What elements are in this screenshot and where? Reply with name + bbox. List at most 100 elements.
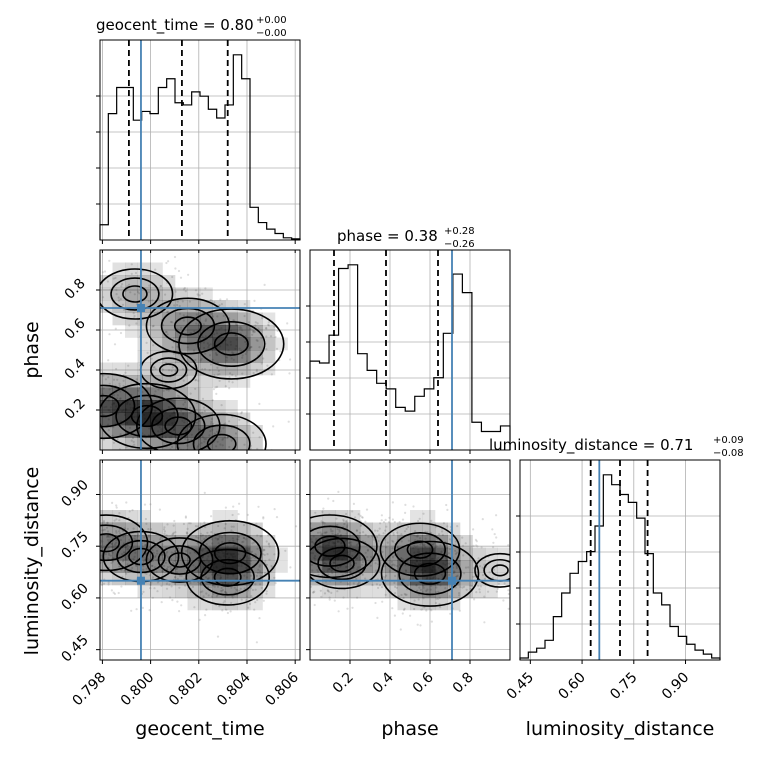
sample-point — [142, 568, 145, 571]
sample-point — [120, 285, 123, 288]
sample-point — [260, 586, 263, 590]
sample-point — [197, 536, 200, 540]
sample-point — [312, 591, 315, 594]
sample-point — [258, 564, 261, 567]
sample-point — [225, 298, 229, 301]
sample-point — [142, 565, 145, 568]
x-tick-label-phase: 0.8 — [450, 670, 477, 697]
sample-point — [260, 468, 262, 470]
sample-point — [167, 389, 170, 392]
y-tick-label-phase: 0.6 — [62, 316, 89, 343]
sample-point — [166, 550, 169, 554]
density-cell — [150, 287, 163, 301]
sample-point — [251, 542, 254, 545]
sample-point — [161, 570, 164, 573]
contour-line — [206, 433, 237, 450]
sample-point — [301, 552, 303, 554]
sample-point — [393, 520, 396, 524]
sample-point — [165, 587, 169, 590]
sample-point — [208, 534, 211, 537]
sample-point — [542, 570, 544, 572]
contour-line — [100, 524, 134, 562]
sample-point — [186, 532, 189, 535]
density-cell — [100, 510, 113, 523]
sample-point — [274, 582, 277, 585]
sample-point — [391, 501, 394, 504]
sample-point — [75, 559, 77, 561]
density-cell — [187, 522, 201, 536]
density-cell — [410, 510, 423, 523]
sample-point — [199, 591, 202, 594]
sample-point — [216, 366, 219, 369]
sample-point — [393, 564, 396, 567]
sample-point — [337, 610, 340, 613]
sample-point — [175, 452, 177, 454]
sample-point — [418, 586, 421, 589]
sample-point — [204, 352, 207, 355]
contour-line — [413, 562, 447, 585]
sample-point — [125, 572, 128, 575]
contour-line — [110, 277, 160, 311]
sample-point — [180, 574, 183, 578]
sample-point — [79, 392, 81, 394]
sample-point — [45, 559, 47, 561]
sample-point — [445, 543, 448, 547]
sample-point — [122, 379, 125, 382]
sample-point — [296, 560, 298, 562]
sample-point — [361, 573, 364, 576]
sample-point — [182, 379, 185, 382]
sample-point — [374, 562, 377, 565]
sample-point — [76, 572, 78, 574]
sample-point — [261, 553, 264, 556]
density-cell — [485, 585, 498, 598]
sample-point — [364, 520, 367, 523]
sample-point — [330, 530, 333, 533]
sample-point — [446, 525, 449, 528]
density-cell — [162, 522, 176, 536]
sample-point — [89, 414, 91, 416]
density-cell — [200, 362, 213, 376]
density-cell — [212, 585, 226, 598]
sample-point — [231, 513, 234, 517]
contour-line — [198, 531, 262, 575]
sample-point — [231, 596, 234, 599]
sample-point — [351, 510, 354, 513]
sample-point — [230, 473, 232, 475]
sample-point — [150, 581, 153, 584]
xlabel-luminosity-distance: luminosity_distance — [526, 718, 715, 740]
density-cell — [360, 535, 373, 548]
sample-point — [103, 582, 106, 585]
sample-point — [113, 592, 116, 596]
sample-point — [249, 551, 252, 554]
sample-point — [321, 532, 324, 535]
sample-point — [292, 558, 294, 560]
sample-point — [213, 585, 216, 588]
sample-point — [119, 331, 123, 335]
sample-point — [326, 589, 330, 593]
sample-point — [172, 531, 175, 534]
sample-point — [131, 509, 134, 512]
density-cell — [187, 572, 201, 586]
sample-point — [64, 438, 66, 440]
sample-point — [207, 594, 210, 597]
sample-point — [144, 544, 147, 547]
sample-point — [80, 566, 82, 568]
density-cell — [200, 325, 213, 338]
contour-line — [100, 268, 174, 320]
sample-point — [483, 595, 486, 598]
sample-point — [184, 584, 187, 587]
sample-point — [456, 574, 459, 577]
sample-point — [174, 531, 177, 534]
sample-point — [291, 563, 293, 565]
truth-marker — [136, 576, 145, 585]
sample-point — [239, 587, 242, 590]
density-cell — [385, 572, 398, 586]
sample-point — [95, 543, 97, 545]
sample-point — [122, 451, 124, 453]
sample-point — [472, 528, 475, 531]
sample-point — [245, 595, 249, 598]
sample-point — [204, 526, 207, 529]
sample-point — [260, 571, 264, 575]
sample-point — [254, 588, 257, 591]
sample-point — [472, 544, 475, 548]
